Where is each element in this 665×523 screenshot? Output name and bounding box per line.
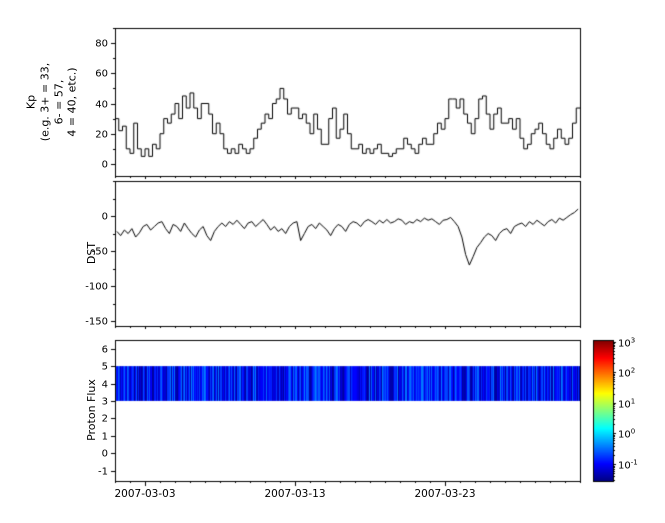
tick-label: 3 xyxy=(101,396,108,407)
tick-label: 1 xyxy=(101,431,108,442)
kp-axis-label: Kp (e.g. 3+ = 33, 6- = 57, 4 = 40, etc.) xyxy=(24,62,79,142)
tick-label: -150 xyxy=(85,316,108,327)
tick-label: 6 xyxy=(101,344,108,355)
tick-label: 80 xyxy=(95,38,108,49)
tick-label: 40 xyxy=(95,99,108,110)
tick-label: -1 xyxy=(98,466,108,477)
tick-label: 2007-03-13 xyxy=(264,488,326,500)
tick-label: 0 xyxy=(101,211,108,222)
tick-label: 2007-03-23 xyxy=(414,488,476,500)
tick-label: 20 xyxy=(95,129,108,140)
tick-label: 103 xyxy=(618,335,636,350)
tick-label: 4 xyxy=(101,379,108,390)
tick-label: 0 xyxy=(101,448,108,459)
tick-label: 60 xyxy=(95,68,108,79)
tick-label: 101 xyxy=(618,396,636,411)
tick-label: 0 xyxy=(101,159,108,170)
tick-label: 2007-03-03 xyxy=(114,488,176,500)
tick-label: -50 xyxy=(91,246,108,257)
tick-label: 102 xyxy=(618,365,636,380)
proton-axis-label: Proton Flux xyxy=(85,379,99,441)
tick-label: 2 xyxy=(101,413,108,424)
tick-label: 5 xyxy=(101,361,108,372)
tick-label: -100 xyxy=(85,281,108,292)
tick-label: 10-1 xyxy=(618,457,638,472)
tick-label: 100 xyxy=(618,426,636,441)
